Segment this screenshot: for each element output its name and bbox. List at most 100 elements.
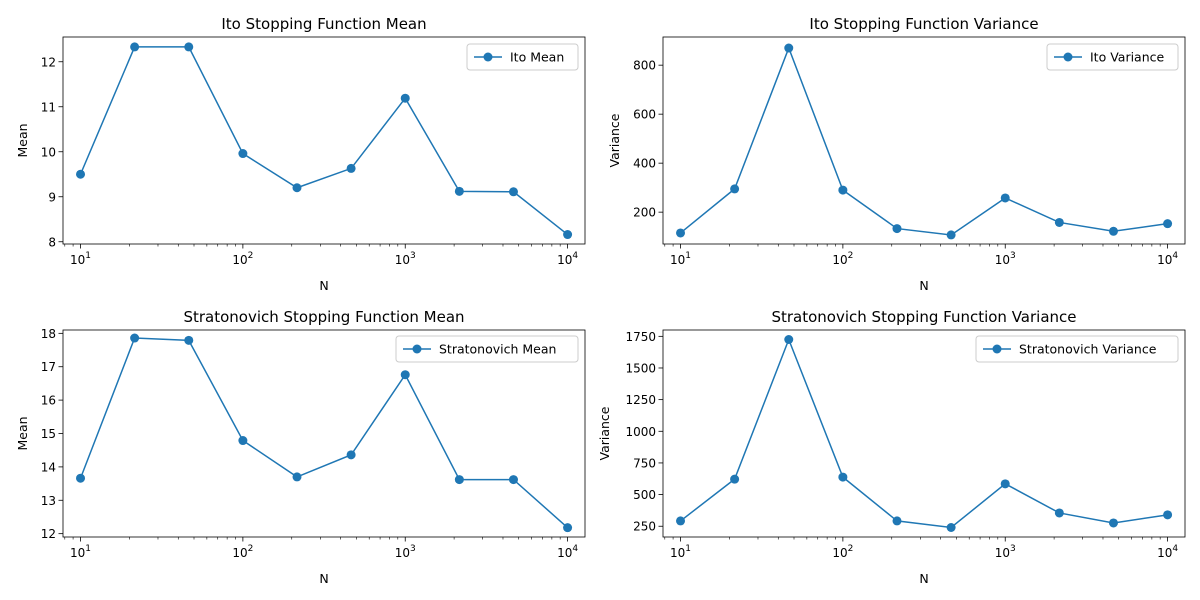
- y-tick-label: 600: [633, 108, 656, 122]
- data-point: [130, 42, 140, 52]
- legend-label: Ito Variance: [1090, 50, 1165, 65]
- legend-label: Stratonovich Variance: [1019, 342, 1157, 357]
- legend-box: [975, 335, 1179, 363]
- data-point: [1054, 508, 1064, 518]
- y-tick-label: 12: [41, 55, 56, 69]
- subplot-stratonovich-mean: Stratonovich Stopping Function Mean N Me…: [15, 308, 586, 586]
- subplot-ito-mean: Ito Stopping Function Mean N Mean 101 102…: [15, 15, 586, 293]
- axes-frame: [62, 36, 586, 245]
- x-axis-label: N: [319, 571, 328, 586]
- y-tick-label: 12: [41, 527, 56, 541]
- y-tick-label: 9: [48, 190, 56, 204]
- legend-box: [1046, 43, 1179, 71]
- data-point: [400, 93, 410, 103]
- chart-title: Stratonovich Stopping Function Variance: [771, 308, 1076, 326]
- data-point: [184, 335, 194, 345]
- x-axis-label: N: [919, 278, 928, 293]
- y-tick-label: 15: [41, 427, 56, 441]
- y-tick-label: 500: [633, 488, 656, 502]
- plot-area: 101 102 103 104 8 9 10 11 12: [41, 36, 586, 267]
- data-point: [784, 334, 794, 344]
- y-tick-label: 1750: [625, 330, 656, 344]
- data-point: [184, 42, 194, 52]
- y-axis-label: Mean: [15, 416, 30, 450]
- y-tick-label: 1000: [625, 425, 656, 439]
- data-point: [292, 472, 302, 482]
- y-axis-label: Variance: [607, 113, 622, 167]
- data-point: [676, 228, 686, 238]
- data-point: [892, 516, 902, 526]
- y-axis-label: Mean: [15, 123, 30, 157]
- x-tick-label: 104: [1157, 251, 1178, 267]
- plot-area: 101 102 103 104 250 500 750 1000 1250 1500 1750: [625, 329, 1186, 560]
- data-point: [454, 475, 464, 485]
- subplot-stratonovich-variance: Stratonovich Stopping Function Variance …: [597, 308, 1186, 586]
- x-tick-label: 104: [557, 251, 578, 267]
- data-point: [238, 436, 248, 446]
- y-tick-label: 13: [41, 494, 56, 508]
- x-tick-label: 103: [395, 544, 416, 560]
- data-point: [76, 473, 86, 483]
- legend-box: [395, 335, 579, 363]
- data-point: [1163, 219, 1173, 229]
- data-point: [346, 163, 356, 173]
- data-point: [676, 516, 686, 526]
- x-tick-label: 102: [232, 544, 253, 560]
- x-tick-label: 101: [70, 544, 91, 560]
- plot-area: 101 102 103 104 200 400 600 800: [633, 36, 1186, 267]
- data-point: [563, 230, 573, 240]
- x-tick-label: 104: [557, 544, 578, 560]
- data-point: [730, 474, 740, 484]
- legend-marker: [992, 344, 1002, 354]
- subplot-ito-variance: Ito Stopping Function Variance N Varianc…: [607, 15, 1186, 293]
- data-point: [946, 230, 956, 240]
- y-tick-label: 10: [41, 145, 56, 159]
- y-tick-label: 250: [633, 520, 656, 534]
- x-tick-label: 103: [995, 251, 1016, 267]
- y-tick-label: 14: [41, 460, 56, 474]
- y-tick-label: 17: [41, 360, 56, 374]
- legend-label: Stratonovich Mean: [439, 342, 556, 357]
- legend-marker: [483, 52, 493, 62]
- x-tick-label: 103: [395, 251, 416, 267]
- data-point: [838, 472, 848, 482]
- y-tick-label: 16: [41, 394, 56, 408]
- x-tick-label: 102: [232, 251, 253, 267]
- y-tick-label: 400: [633, 157, 656, 171]
- y-tick-label: 1500: [625, 361, 656, 375]
- data-point: [400, 370, 410, 380]
- data-point: [508, 475, 518, 485]
- y-tick-label: 800: [633, 59, 656, 73]
- x-axis-label: N: [319, 278, 328, 293]
- data-point: [784, 43, 794, 53]
- x-tick-label: 102: [832, 544, 853, 560]
- series-line: [680, 45, 1168, 236]
- axes-frame: [662, 329, 1186, 538]
- data-point: [1108, 518, 1118, 528]
- x-tick-label: 101: [670, 544, 691, 560]
- data-point: [1054, 217, 1064, 227]
- data-point: [76, 169, 86, 179]
- legend-label: Ito Mean: [510, 50, 564, 65]
- x-tick-label: 103: [995, 544, 1016, 560]
- legend-marker: [1063, 52, 1073, 62]
- data-point: [1000, 193, 1010, 203]
- data-point: [1163, 510, 1173, 520]
- data-point: [563, 523, 573, 533]
- y-tick-label: 18: [41, 327, 56, 341]
- legend: Ito Mean: [466, 43, 579, 71]
- y-tick-label: 750: [633, 456, 656, 470]
- series-line: [79, 337, 569, 529]
- x-axis-label: N: [919, 571, 928, 586]
- data-point: [730, 184, 740, 194]
- data-point: [838, 185, 848, 195]
- y-tick-label: 1250: [625, 393, 656, 407]
- data-point: [238, 149, 248, 159]
- axes-frame: [662, 36, 1186, 245]
- data-point: [454, 186, 464, 196]
- data-point: [346, 450, 356, 460]
- legend: Stratonovich Mean: [395, 335, 579, 363]
- data-point: [1000, 479, 1010, 489]
- chart-title: Stratonovich Stopping Function Mean: [183, 308, 464, 326]
